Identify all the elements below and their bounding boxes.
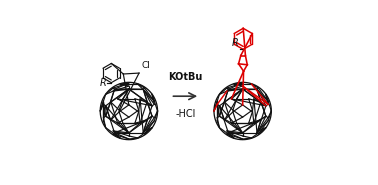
Text: R: R <box>100 78 107 88</box>
Text: KOtBu: KOtBu <box>168 72 203 82</box>
Text: R: R <box>232 38 239 48</box>
Text: Cl: Cl <box>141 61 150 70</box>
Text: -HCl: -HCl <box>175 109 195 119</box>
